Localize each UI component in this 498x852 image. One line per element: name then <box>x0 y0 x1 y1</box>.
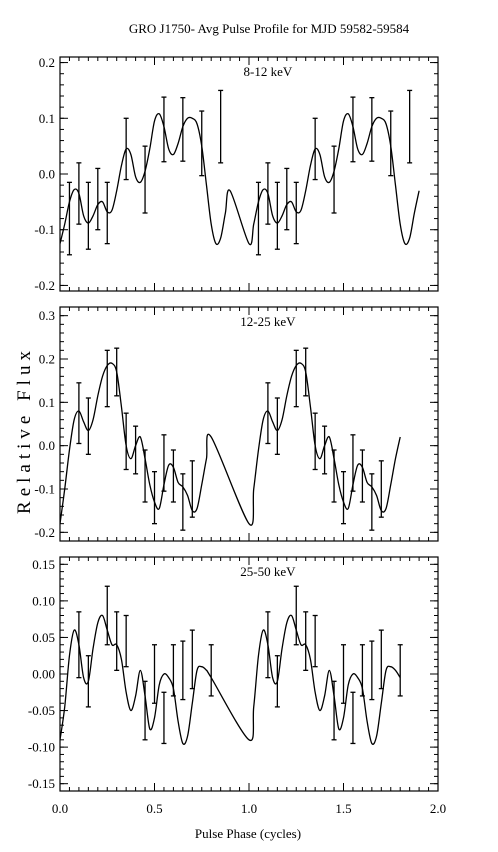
y-tick-label: 0.1 <box>39 111 55 126</box>
y-tick-label: 0.00 <box>32 667 55 682</box>
y-tick-label: -0.2 <box>34 525 55 540</box>
panel-energy-label: 8-12 keV <box>244 64 293 79</box>
y-tick-label: 0.2 <box>39 55 55 70</box>
x-tick-label: 1.0 <box>241 801 257 816</box>
y-tick-label: -0.10 <box>28 740 55 755</box>
y-tick-label: 0.15 <box>32 557 55 572</box>
y-tick-label: 0.1 <box>39 395 55 410</box>
y-axis-label: Relative Flux <box>14 346 35 514</box>
panel-frame <box>59 56 439 292</box>
panel-3: 0.15 0.10 0.05 0.00 -0.05 -0.10 -0.15 25-50 keV… <box>28 556 446 816</box>
y-tick-label: -0.1 <box>34 222 55 237</box>
x-tick-label: 0.5 <box>146 801 162 816</box>
y-tick-label: 0.3 <box>39 308 55 323</box>
y-tick-label: -0.1 <box>34 482 55 497</box>
pulse-profile-curve <box>60 112 420 246</box>
panel-energy-label: 12-25 keV <box>240 314 296 329</box>
y-tick-label: -0.05 <box>28 703 55 718</box>
x-tick-label: 2.0 <box>430 801 446 816</box>
x-axis-label: Pulse Phase (cycles) <box>195 826 301 841</box>
y-tick-label: -0.2 <box>34 278 55 293</box>
panel-2: 0.3 0.2 0.1 0.0 -0.1 -0.2 12-25 keV <box>34 306 439 542</box>
panels-group: 0.2 0.1 0.0 -0.1 -0.2 8-12 keV 0.3 0.2 0.1 0.0 -0.… <box>28 55 446 816</box>
y-tick-label: 0.10 <box>32 593 55 608</box>
pulse-profile-curve <box>60 362 401 526</box>
panel-energy-label: 25-50 keV <box>240 564 296 579</box>
panel-1: 0.2 0.1 0.0 -0.1 -0.2 8-12 keV <box>34 55 439 293</box>
y-tick-label: 0.0 <box>39 167 55 182</box>
chart-title: GRO J1750- Avg Pulse Profile for MJD 595… <box>129 21 410 36</box>
y-tick-label: 0.05 <box>32 630 55 645</box>
x-tick-label: 0.0 <box>52 801 68 816</box>
x-tick-label: 1.5 <box>335 801 351 816</box>
pulse-profile-curve <box>60 614 401 745</box>
y-tick-label: 0.2 <box>39 352 55 367</box>
y-tick-label: 0.0 <box>39 438 55 453</box>
y-tick-label: -0.15 <box>28 776 55 791</box>
